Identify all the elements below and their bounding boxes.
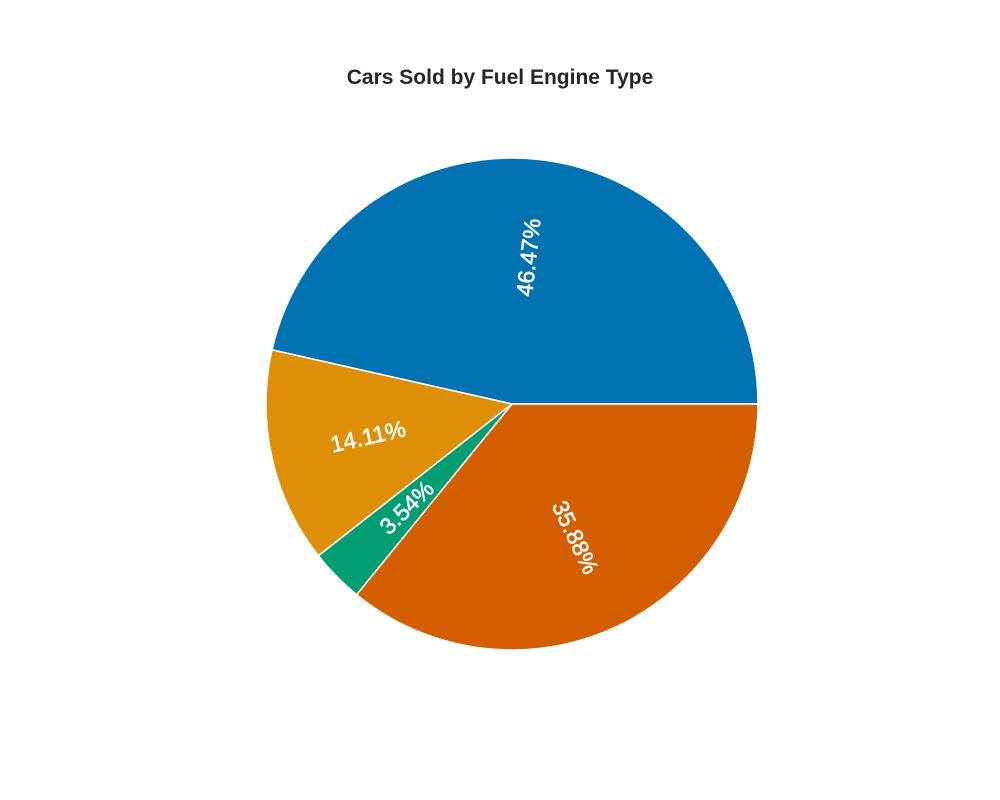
slices-group: [265, 157, 759, 651]
pie-slice: [271, 157, 759, 405]
pie-slice: [265, 349, 513, 557]
pie-slice: [355, 403, 759, 651]
chart-title: Cars Sold by Fuel Engine Type: [346, 66, 654, 89]
